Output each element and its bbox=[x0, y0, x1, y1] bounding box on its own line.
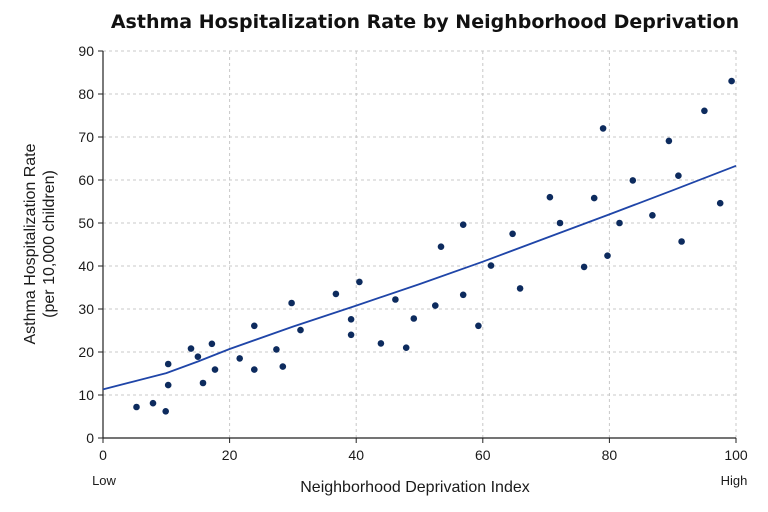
data-point bbox=[251, 366, 258, 373]
data-point bbox=[487, 262, 495, 269]
data-point bbox=[604, 252, 611, 259]
y-tick-label: 0 bbox=[86, 430, 94, 446]
data-point bbox=[236, 355, 243, 362]
data-point bbox=[402, 344, 410, 352]
data-point bbox=[162, 408, 169, 415]
data-point bbox=[273, 346, 280, 353]
y-tick-label: 60 bbox=[78, 172, 94, 188]
data-point bbox=[728, 77, 735, 85]
y-tick-label: 20 bbox=[78, 344, 94, 360]
trend-line bbox=[102, 164, 737, 391]
data-point bbox=[410, 315, 418, 322]
x-tick-label: 60 bbox=[475, 447, 491, 463]
y-tick-label: 30 bbox=[78, 301, 94, 317]
data-point bbox=[599, 125, 607, 132]
trend-line-group bbox=[102, 164, 737, 391]
data-point bbox=[251, 322, 258, 330]
chart-title: Asthma Hospitalization Rate by Neighborh… bbox=[111, 11, 739, 33]
data-point bbox=[164, 360, 172, 368]
y-tick-label: 80 bbox=[78, 86, 94, 102]
y-tick-label: 90 bbox=[78, 43, 94, 59]
y-tick-label: 70 bbox=[78, 129, 94, 145]
x-axis-label: Neighborhood Deprivation Index bbox=[300, 479, 529, 496]
y-axis-label: Asthma Hospitalization Rate (per 10,000 … bbox=[22, 143, 58, 344]
data-point bbox=[149, 399, 157, 407]
data-point bbox=[716, 199, 724, 207]
axis-ticks: 0 10 20 30 40 50 60 70 80 90 0 20 40 60 80 100 bbox=[78, 43, 747, 463]
data-point bbox=[356, 278, 363, 286]
data-point bbox=[432, 302, 439, 309]
data-point bbox=[509, 230, 516, 238]
x-tick-label: 40 bbox=[348, 447, 364, 463]
data-point bbox=[164, 381, 172, 389]
data-point bbox=[556, 219, 564, 227]
data-point bbox=[437, 243, 445, 250]
data-point bbox=[701, 107, 708, 115]
data-point bbox=[199, 379, 207, 387]
data-point bbox=[665, 137, 673, 145]
data-point bbox=[459, 291, 467, 299]
x-tick-label: 100 bbox=[724, 447, 748, 463]
y-axis-label-line1: Asthma Hospitalization Rate bbox=[22, 143, 39, 344]
data-point bbox=[616, 219, 623, 227]
x-axis-low-label: Low bbox=[92, 473, 116, 488]
data-point bbox=[675, 172, 682, 179]
y-tick-label: 10 bbox=[78, 387, 94, 403]
y-axis-label-line2: (per 10,000 children) bbox=[41, 170, 58, 318]
data-point bbox=[133, 403, 140, 411]
x-tick-label: 0 bbox=[99, 447, 107, 463]
data-points bbox=[133, 77, 735, 415]
data-point bbox=[347, 316, 355, 323]
data-point bbox=[546, 193, 554, 201]
data-point bbox=[279, 363, 287, 370]
data-point bbox=[297, 326, 304, 334]
data-point bbox=[590, 194, 598, 202]
data-point bbox=[678, 238, 685, 245]
data-point bbox=[347, 331, 355, 339]
x-axis-high-label: High bbox=[721, 473, 748, 488]
data-point bbox=[194, 353, 202, 361]
data-point bbox=[392, 296, 399, 303]
data-point bbox=[649, 212, 656, 219]
data-point bbox=[187, 345, 195, 352]
data-point bbox=[211, 366, 219, 373]
data-point bbox=[475, 322, 482, 330]
data-point bbox=[332, 290, 340, 298]
x-tick-label: 20 bbox=[222, 447, 238, 463]
x-tick-label: 80 bbox=[602, 447, 618, 463]
data-point bbox=[288, 299, 295, 307]
data-point bbox=[208, 340, 216, 348]
y-tick-label: 40 bbox=[78, 258, 94, 274]
y-tick-label: 50 bbox=[78, 215, 94, 231]
data-point bbox=[516, 285, 524, 292]
gridlines bbox=[103, 50, 737, 438]
data-point bbox=[580, 263, 588, 271]
data-point bbox=[377, 340, 385, 347]
data-point bbox=[629, 177, 637, 184]
data-point bbox=[459, 221, 467, 228]
